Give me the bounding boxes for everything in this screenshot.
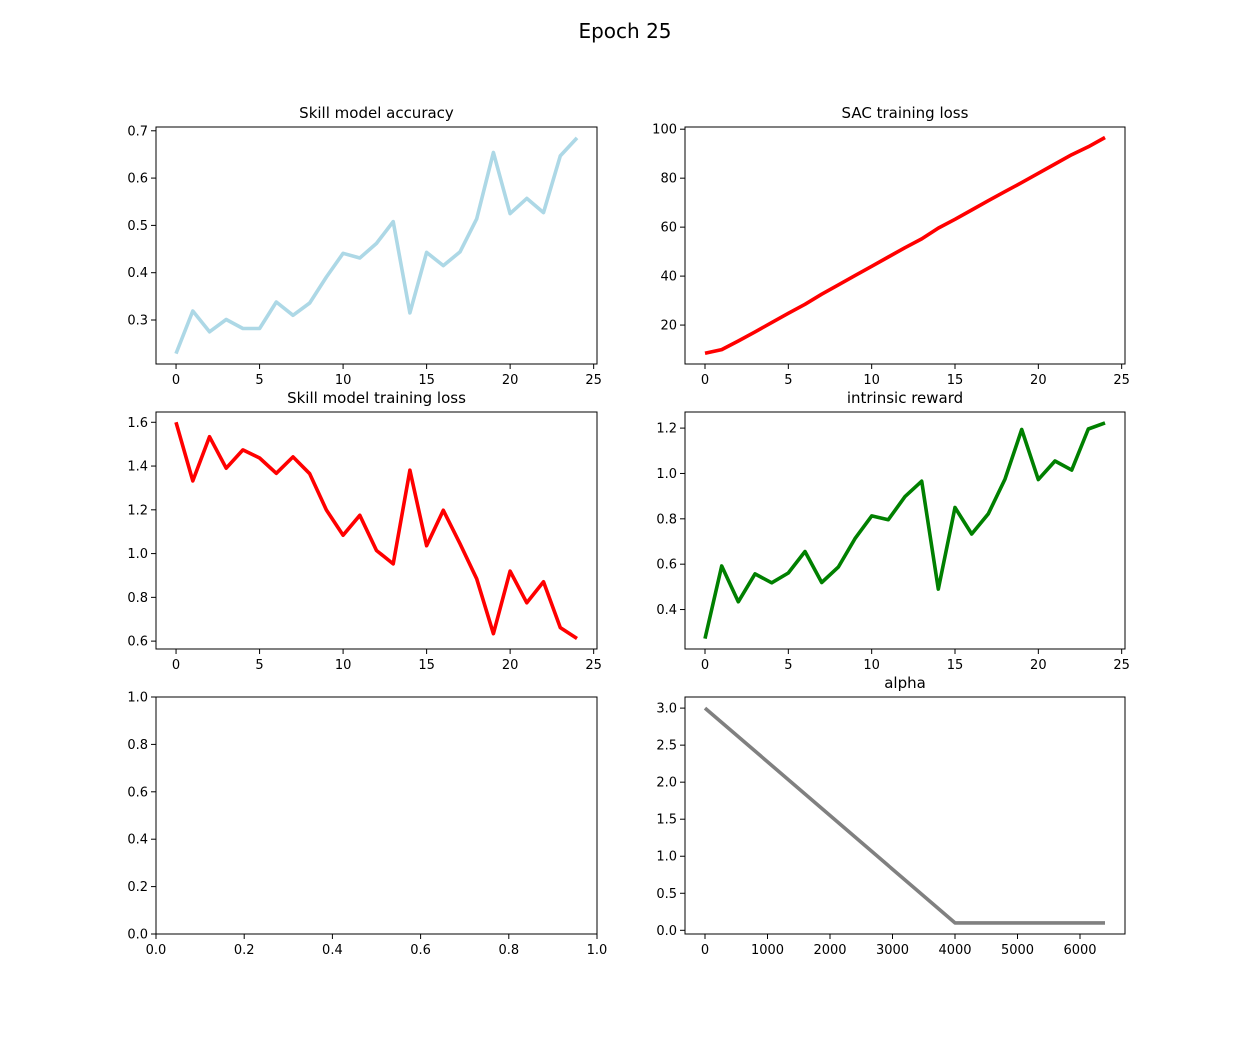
subplot-1: 0 5 10 15 20 25 0.3 0.4 0.5 0.6 0.7 Skill model acc… [127,104,602,388]
y-tick-label: 0.6 [127,635,148,650]
x-tick-label: 25 [585,658,602,673]
x-tick-label: 10 [335,658,352,673]
x-tick-label: 0 [701,373,709,388]
subplot-4: 0 5 10 15 20 25 0.4 0.6 0.8 1.0 1.2 intrinsic rewar… [656,389,1130,673]
x-tick-label: 6000 [1063,943,1096,958]
axes-frame [155,126,598,365]
y-tick-label: 1.4 [127,460,148,475]
x-tick-label: 0.8 [498,943,519,958]
y-tick-label: 1.2 [656,422,677,437]
x-tick-label: 0.2 [234,943,255,958]
subplot-title: SAC training loss [842,104,969,122]
x-tick-label: 1.0 [587,943,608,958]
x-tick-label: 15 [418,658,435,673]
y-tick-label: 0.0 [656,924,677,939]
y-tick-label: 1.5 [656,813,677,828]
y-tick-label: 1.0 [656,467,677,482]
y-tick-label: 0.8 [127,738,148,753]
series-line [703,706,1105,925]
series-line [704,135,1106,355]
x-tick-label: 0.4 [322,943,343,958]
subplot-6: 0 1000 2000 3000 4000 5000 6000 0.0 0.5 1.0 1.5 2.0… [656,674,1126,958]
y-tick-label: 100 [652,123,677,138]
x-tick-label: 2000 [813,943,846,958]
x-tick-label: 3000 [876,943,909,958]
axes-frame [684,696,1126,935]
x-tick-label: 0 [701,943,709,958]
y-tick-label: 1.0 [656,850,677,865]
subplot-title: Skill model accuracy [299,104,454,122]
x-tick-label: 10 [863,373,880,388]
y-tick-label: 0.3 [127,314,148,329]
y-tick-label: 0.0 [127,928,148,943]
y-tick-label: 0.4 [127,833,148,848]
x-tick-label: 25 [1113,658,1130,673]
x-tick-label: 25 [585,373,602,388]
y-tick-label: 3.0 [656,702,677,717]
y-tick-label: 1.0 [127,691,148,706]
axes-frame [684,126,1126,365]
subplot-title: alpha [884,674,926,692]
subplot-3: 0 5 10 15 20 25 0.6 0.8 1.0 1.2 1.4 1.6 Skill model … [127,389,602,673]
x-tick-label: 20 [502,373,519,388]
y-tick-label: 0.6 [127,785,148,800]
x-tick-label: 20 [1030,658,1047,673]
x-tick-label: 0.6 [410,943,431,958]
subplot-5: 0.0 0.2 0.4 0.6 0.8 1.0 0.0 0.2 0.4 0.6 0.8 1.0 [127,691,607,959]
y-tick-label: 0.4 [127,266,148,281]
x-tick-label: 1000 [751,943,784,958]
y-tick-label: 0.8 [127,591,148,606]
y-tick-label: 0.4 [656,603,677,618]
y-tick-label: 0.5 [127,219,148,234]
series-line [174,136,579,355]
y-tick-label: 0.6 [656,558,677,573]
y-tick-label: 2.5 [656,739,677,754]
y-tick-label: 20 [660,319,677,334]
series-line [703,421,1106,640]
x-tick-label: 5 [784,658,792,673]
x-tick-label: 5000 [1001,943,1034,958]
y-tick-label: 60 [660,221,677,236]
axes-frame [155,411,598,650]
x-tick-label: 10 [335,373,352,388]
axes-frame [684,411,1126,650]
x-tick-label: 10 [863,658,880,673]
x-tick-label: 20 [1030,373,1047,388]
x-tick-label: 0 [172,658,180,673]
x-tick-label: 15 [947,373,964,388]
x-tick-label: 5 [255,658,263,673]
x-tick-label: 0.0 [146,943,167,958]
subplot-2: 0 5 10 15 20 25 20 40 60 80 100 SAC training loss [652,104,1130,388]
subplot-title: intrinsic reward [847,389,963,407]
x-tick-label: 0 [172,373,180,388]
x-tick-label: 5 [784,373,792,388]
y-tick-label: 40 [660,270,677,285]
x-tick-label: 15 [418,373,435,388]
y-tick-label: 1.6 [127,416,148,431]
y-tick-label: 1.2 [127,503,148,518]
figure-title: Epoch 25 [578,19,671,43]
x-tick-label: 15 [947,658,964,673]
y-tick-label: 1.0 [127,547,148,562]
y-tick-label: 0.6 [127,172,148,187]
axes-frame [155,696,598,935]
x-tick-label: 4000 [938,943,971,958]
x-tick-label: 20 [502,658,519,673]
y-tick-label: 0.5 [656,887,677,902]
subplot-title: Skill model training loss [287,389,466,407]
y-tick-label: 0.2 [127,880,148,895]
x-tick-label: 0 [701,658,709,673]
y-tick-label: 2.0 [656,776,677,791]
y-tick-label: 80 [660,172,677,187]
x-tick-label: 5 [255,373,263,388]
y-tick-label: 0.7 [127,124,148,139]
series-line [174,421,578,641]
y-tick-label: 0.8 [656,512,677,527]
x-tick-label: 25 [1113,373,1130,388]
